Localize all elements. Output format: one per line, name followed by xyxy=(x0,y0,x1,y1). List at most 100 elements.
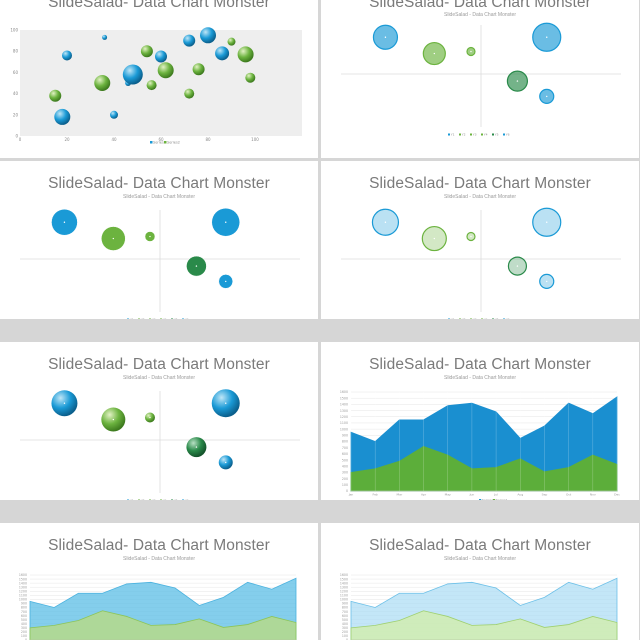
y-tick-label: 400 xyxy=(21,622,27,626)
legend-label: Y5 xyxy=(174,318,178,320)
slide-card[interactable]: SlideSalad- Data Chart Monster SlideSala… xyxy=(321,0,639,158)
area-series xyxy=(350,446,618,492)
bubble-center-dot xyxy=(195,446,198,448)
legend-swatch xyxy=(160,499,162,500)
y-tick-label: 300 xyxy=(342,626,348,630)
area-series xyxy=(350,610,618,640)
legend-label: Y2 xyxy=(141,499,145,501)
slide-title: SlideSalad- Data Chart Monster xyxy=(48,356,270,373)
x-tick-label: Aug xyxy=(517,493,523,497)
y-tick-label: 1100 xyxy=(19,594,27,598)
y-tick-label: 500 xyxy=(21,618,27,622)
legend-label: Y1 xyxy=(451,318,455,320)
bubble-point xyxy=(122,64,143,85)
bubble-center-dot xyxy=(433,52,436,55)
y-tick-label: 1400 xyxy=(19,581,27,585)
slide-title: SlideSalad- Data Chart Monster xyxy=(369,537,591,554)
x-tick-label: Jun xyxy=(469,493,475,497)
bubble-chart: Y1 Y2 Y3 Y4 Y5 Y6 xyxy=(20,389,300,501)
legend-swatch xyxy=(492,133,494,136)
y-tick-label: 1500 xyxy=(19,577,27,581)
bubble-center-dot xyxy=(546,36,548,38)
x-tick-label: 0 xyxy=(19,137,22,142)
legend-label: Y5 xyxy=(495,133,499,137)
x-tick-label: Dec xyxy=(614,493,620,497)
legend-label: Y1 xyxy=(451,133,455,137)
y-tick-label: 20 xyxy=(13,112,19,117)
legend-swatch xyxy=(479,499,482,500)
legend-label: Y4 xyxy=(484,318,488,320)
legend-label: Y3 xyxy=(473,318,477,320)
bubble-center-dot xyxy=(225,221,227,223)
legend-swatch xyxy=(459,318,461,319)
y-tick-label: 700 xyxy=(342,610,348,614)
legend-label: Y6 xyxy=(506,318,510,320)
legend-swatch xyxy=(503,133,505,136)
area-chart: 0100200300400500600700800900100011001200… xyxy=(19,573,297,640)
slide-card[interactable]: SlideSalad- Data Chart Monster 0 20 40 60 80… xyxy=(0,0,318,158)
legend-swatch xyxy=(127,318,129,319)
bubble-center-dot xyxy=(433,237,436,240)
slide-title: SlideSalad- Data Chart Monster xyxy=(48,175,270,192)
y-tick-label: 100 xyxy=(21,634,27,638)
y-tick-label: 1600 xyxy=(340,390,348,394)
y-tick-label: 1500 xyxy=(340,396,348,400)
legend-swatch xyxy=(149,318,151,319)
x-tick-label: Sep xyxy=(542,493,548,497)
bubble-point xyxy=(245,72,256,83)
bubble-point xyxy=(227,37,236,46)
legend-swatch xyxy=(448,133,450,136)
slide-card[interactable]: SlideSalad- Data Chart Monster SlideSala… xyxy=(321,342,639,500)
legend-swatch xyxy=(171,318,173,319)
y-tick-label: 100 xyxy=(10,28,18,33)
legend-label: Y6 xyxy=(185,499,189,501)
slide-subtitle: SlideSalad - Data Chart Monster xyxy=(444,556,516,562)
y-tick-label: 1400 xyxy=(340,581,348,585)
x-tick-label: Nov xyxy=(590,493,596,497)
bubble-point xyxy=(237,46,254,63)
y-tick-label: 60 xyxy=(13,70,19,75)
legend-swatch xyxy=(470,318,472,319)
slide-title: SlideSalad- Data Chart Monster xyxy=(369,356,591,373)
slide-card[interactable]: SlideSalad- Data Chart Monster SlideSala… xyxy=(321,523,639,640)
slide-title: SlideSalad- Data Chart Monster xyxy=(369,0,591,11)
legend-swatch xyxy=(138,499,140,500)
legend-label: Y4 xyxy=(484,133,488,137)
legend-swatch xyxy=(481,133,483,136)
x-tick-label: 80 xyxy=(205,137,211,142)
x-tick-label: 20 xyxy=(64,137,70,142)
bubble-center-dot xyxy=(63,221,66,223)
y-tick-label: 800 xyxy=(342,440,348,444)
y-tick-label: 0 xyxy=(25,638,27,640)
y-tick-label: 1300 xyxy=(19,585,27,589)
area-series xyxy=(29,610,297,640)
slide-card[interactable]: SlideSalad- Data Chart Monster SlideSala… xyxy=(0,161,318,319)
x-tick-label: Jul xyxy=(493,493,498,497)
y-tick-label: 0 xyxy=(346,489,348,493)
bubble-chart: 0 20 40 60 80 100 0 20 40 60 80 100 Series1 Series2 xyxy=(10,27,302,145)
bubble-center-dot xyxy=(384,36,387,38)
x-tick-label: Jan xyxy=(348,493,354,497)
slide-card[interactable]: SlideSalad- Data Chart Monster SlideSala… xyxy=(321,161,639,319)
bubble-point xyxy=(146,80,157,91)
slide-card[interactable]: SlideSalad- Data Chart Monster SlideSala… xyxy=(0,342,318,500)
slide-subtitle: SlideSalad - Data Chart Monster xyxy=(444,12,516,18)
slide-card[interactable]: SlideSalad- Data Chart Monster SlideSala… xyxy=(0,523,318,640)
y-tick-label: 0 xyxy=(15,134,18,139)
legend-swatch xyxy=(493,499,496,500)
y-tick-label: 1100 xyxy=(340,421,348,425)
y-tick-label: 200 xyxy=(342,630,348,634)
y-tick-label: 40 xyxy=(13,91,19,96)
y-tick-label: 300 xyxy=(342,471,348,475)
legend-swatch xyxy=(481,318,483,319)
legend-label: Series2 xyxy=(167,141,180,145)
bubble-center-dot xyxy=(516,80,519,82)
y-tick-label: 1200 xyxy=(340,589,348,593)
y-tick-label: 400 xyxy=(342,622,348,626)
bubble-point xyxy=(157,62,174,79)
bubble-center-dot xyxy=(112,237,115,240)
y-tick-label: 1600 xyxy=(19,573,27,577)
slide-title: SlideSalad- Data Chart Monster xyxy=(48,0,270,11)
slide-title: SlideSalad- Data Chart Monster xyxy=(369,175,591,192)
y-tick-label: 500 xyxy=(342,458,348,462)
